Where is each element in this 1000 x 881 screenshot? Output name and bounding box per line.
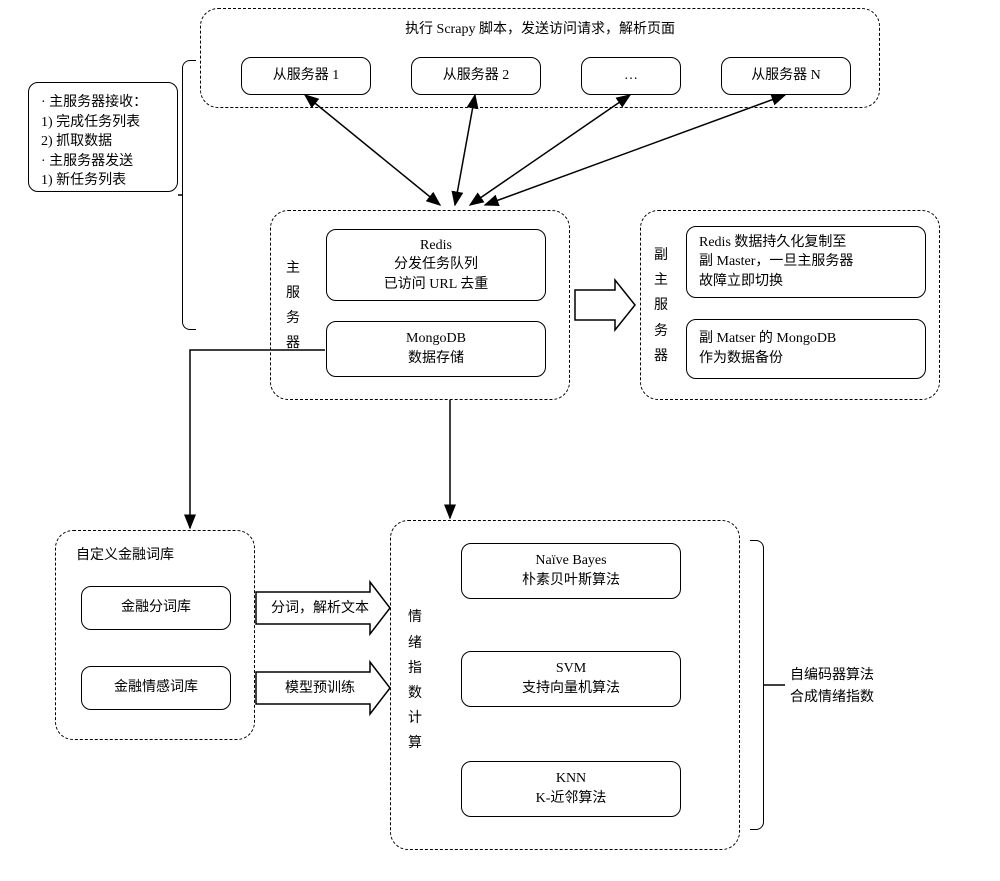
- backup-group: 副 主 服 务 器 Redis 数据持久化复制至 副 Master，一旦主服务器…: [640, 210, 940, 400]
- master-group: 主 服 务 器 Redis 分发任务队列 已访问 URL 去重 MongoDB …: [270, 210, 570, 400]
- sentiment-label: 情 绪 指 数 计 算: [405, 591, 425, 771]
- bl-c4: 务: [654, 319, 668, 344]
- bk2-l1: 副 Matser 的 MongoDB: [699, 329, 836, 349]
- mt-l5: 1) 新任务列表: [41, 171, 126, 191]
- arrow1-text: 分词，解析文本: [260, 598, 380, 620]
- bl-c3: 服: [654, 293, 668, 318]
- ml-c4: 器: [286, 331, 300, 356]
- redis-l2: 分发任务队列: [394, 255, 478, 275]
- seg-lexicon-box: 金融分词库: [81, 586, 231, 630]
- slave-n-label: 从服务器 N: [751, 66, 821, 86]
- slave-1-label: 从服务器 1: [273, 66, 340, 86]
- redis-box: Redis 分发任务队列 已访问 URL 去重: [326, 229, 546, 301]
- lexicon-title: 自定义金融词库: [76, 545, 174, 567]
- sl-c2: 绪: [408, 631, 422, 656]
- mongo-l2: 数据存储: [408, 349, 464, 369]
- mt-l4: · 主服务器发送: [41, 152, 133, 172]
- seg-lex-label: 金融分词库: [121, 598, 191, 618]
- sentiment-bracket: [750, 540, 764, 830]
- redis-l1: Redis: [420, 236, 452, 256]
- bl-c2: 主: [654, 268, 668, 293]
- combine-l2: 合成情绪指数: [790, 687, 874, 709]
- mongo-box: MongoDB 数据存储: [326, 321, 546, 377]
- backup-redis-box: Redis 数据持久化复制至 副 Master，一旦主服务器 故障立即切换: [686, 226, 926, 298]
- bl-c1: 副: [654, 243, 668, 268]
- backup-label: 副 主 服 务 器: [651, 231, 671, 381]
- bk1-l1: Redis 数据持久化复制至: [699, 233, 846, 253]
- knn-l1: KNN: [556, 769, 586, 789]
- nb-l2: 朴素贝叶斯算法: [522, 571, 620, 591]
- mt-l3: 2) 抓取数据: [41, 132, 112, 152]
- slave-ellipsis-label: …: [624, 66, 638, 86]
- nb-l1: Naïve Bayes: [535, 551, 606, 571]
- master-tasks-box: · 主服务器接收： 1) 完成任务列表 2) 抓取数据 · 主服务器发送 1) …: [28, 82, 178, 192]
- slave-1: 从服务器 1: [241, 57, 371, 95]
- senti-lex-label: 金融情感词库: [114, 678, 198, 698]
- lexicon-group: 自定义金融词库 金融分词库 金融情感词库: [55, 530, 255, 740]
- ml-c2: 服: [286, 281, 300, 306]
- slave-n: 从服务器 N: [721, 57, 851, 95]
- knn-l2: K-近邻算法: [536, 789, 607, 809]
- sl-c6: 算: [408, 731, 422, 756]
- bk2-l2: 作为数据备份: [699, 349, 783, 369]
- svm-l2: 支持向量机算法: [522, 679, 620, 699]
- ml-c1: 主: [286, 256, 300, 281]
- nb-box: Naïve Bayes 朴素贝叶斯算法: [461, 543, 681, 599]
- master-to-backup-arrow: [575, 280, 635, 330]
- mt-l1: · 主服务器接收：: [41, 93, 147, 113]
- mongo-l1: MongoDB: [406, 329, 466, 349]
- mt-l2: 1) 完成任务列表: [41, 113, 140, 133]
- arrow2-text: 模型预训练: [265, 678, 375, 700]
- bl-c5: 器: [654, 344, 668, 369]
- master-label: 主 服 务 器: [283, 241, 303, 371]
- slave-2: 从服务器 2: [411, 57, 541, 95]
- combine-text: 自编码器算法 合成情绪指数: [790, 665, 874, 710]
- sl-c3: 指: [408, 656, 422, 681]
- slave-2-label: 从服务器 2: [443, 66, 510, 86]
- slave-ellipsis: …: [581, 57, 681, 95]
- knn-box: KNN K-近邻算法: [461, 761, 681, 817]
- senti-lexicon-box: 金融情感词库: [81, 666, 231, 710]
- sentiment-group: 情 绪 指 数 计 算 Naïve Bayes 朴素贝叶斯算法 SVM 支持向量…: [390, 520, 740, 850]
- backup-mongo-box: 副 Matser 的 MongoDB 作为数据备份: [686, 319, 926, 379]
- scrapy-group: 执行 Scrapy 脚本，发送访问请求，解析页面 从服务器 1 从服务器 2 ……: [200, 8, 880, 108]
- bk1-l3: 故障立即切换: [699, 272, 783, 292]
- scrapy-title: 执行 Scrapy 脚本，发送访问请求，解析页面: [201, 19, 879, 41]
- ml-c3: 务: [286, 306, 300, 331]
- diagram-canvas: 执行 Scrapy 脚本，发送访问请求，解析页面 从服务器 1 从服务器 2 ……: [0, 0, 1000, 881]
- sl-c1: 情: [408, 605, 422, 630]
- sl-c5: 计: [408, 706, 422, 731]
- svm-box: SVM 支持向量机算法: [461, 651, 681, 707]
- tasks-bracket: [182, 60, 196, 330]
- sl-c4: 数: [408, 681, 422, 706]
- combine-l1: 自编码器算法: [790, 665, 874, 687]
- redis-l3: 已访问 URL 去重: [384, 275, 488, 295]
- bk1-l2: 副 Master，一旦主服务器: [699, 252, 853, 272]
- svm-l1: SVM: [556, 659, 586, 679]
